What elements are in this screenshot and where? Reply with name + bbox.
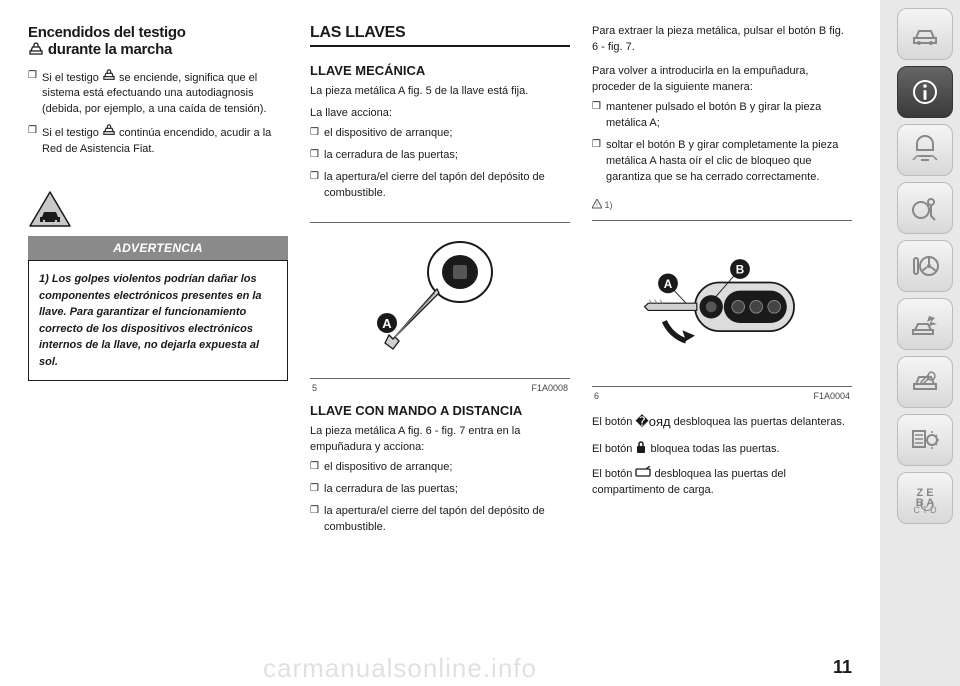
warning-text: 1) Los golpes violentos podrían dañar lo…	[39, 271, 277, 370]
column-3: Para extraer la pieza metálica, pulsar e…	[592, 24, 852, 624]
columns: Encendidos del testigo durante la marcha…	[28, 24, 852, 624]
list-item: la apertura/el cierre del tapón del depó…	[310, 504, 570, 536]
paragraph: El botón bloquea todas las puertas.	[592, 440, 852, 458]
side-tab-lights[interactable]	[897, 124, 953, 176]
section-heading: Encendidos del testigo durante la marcha	[28, 24, 288, 59]
warning-box: 1) Los golpes violentos podrían dañar lo…	[28, 260, 288, 381]
svg-text:A: A	[664, 278, 673, 291]
side-tab-service[interactable]	[897, 356, 953, 408]
manual-page: Encendidos del testigo durante la marcha…	[0, 0, 880, 686]
unlock-front-icon: �ояд	[635, 414, 670, 429]
text: El botón	[592, 468, 635, 480]
side-tab-settings[interactable]	[897, 414, 953, 466]
side-tab-info[interactable]	[897, 66, 953, 118]
bullet-list: mantener pulsado el botón B y girar la p…	[592, 100, 852, 192]
figure-code: F1A0008	[531, 383, 568, 393]
figure-code: F1A0004	[813, 391, 850, 401]
text: El botón	[592, 416, 635, 428]
paragraph: Para extraer la pieza metálica, pulsar e…	[592, 24, 852, 56]
side-tab-airbag[interactable]	[897, 182, 953, 234]
car-lock-icon	[102, 124, 116, 136]
subheading: LLAVE MECÁNICA	[310, 63, 570, 78]
figure-caption: 5 F1A0008	[310, 381, 570, 393]
bullet-list: el dispositivo de arranque; la cerradura…	[310, 126, 570, 208]
warning-header: ADVERTENCIA	[28, 236, 288, 260]
warning-small-icon: !	[592, 199, 602, 209]
figure-6: A B	[592, 220, 852, 387]
paragraph: El botón desbloquea las puertas del comp…	[592, 466, 852, 499]
footnote: ! 1)	[592, 199, 852, 210]
text: Si el testigo	[42, 72, 102, 84]
subheading: LLAVE CON MANDO A DISTANCIA	[310, 403, 570, 418]
side-tab-car[interactable]	[897, 8, 953, 60]
svg-text:C T D: C T D	[913, 505, 937, 514]
column-2: LAS LLAVES LLAVE MECÁNICA La pieza metál…	[310, 24, 570, 624]
watermark: carmanualsonline.info	[0, 653, 800, 684]
warning-triangle-icon	[28, 190, 72, 228]
list-item: el dispositivo de arranque;	[310, 126, 570, 142]
list-item: soltar el botón B y girar completamente …	[592, 138, 852, 186]
svg-text:B: B	[736, 264, 744, 277]
figure-number: 6	[594, 391, 599, 401]
chapter-heading: LAS LLAVES	[310, 24, 570, 47]
column-1: Encendidos del testigo durante la marcha…	[28, 24, 288, 624]
side-nav: Z EB AC T D	[890, 8, 960, 524]
car-lock-icon	[28, 42, 44, 56]
text: Si el testigo	[42, 127, 102, 139]
text: bloquea todas las puertas.	[647, 443, 779, 455]
bullet-list: Si el testigo se enciende, significa que…	[28, 69, 288, 165]
footnote-text: 1)	[605, 200, 613, 210]
heading-line1: Encendidos del testigo	[28, 24, 186, 41]
page-number: 11	[833, 657, 852, 678]
heading-line2: durante la marcha	[48, 41, 172, 58]
paragraph: El botón �ояд desbloquea las puertas del…	[592, 413, 852, 432]
text: desbloquea las puertas delanteras.	[671, 416, 845, 428]
list-item: la apertura/el cierre del tapón del depó…	[310, 170, 570, 202]
text: El botón	[592, 443, 635, 455]
paragraph: La pieza metálica A fig. 6 - fig. 7 entr…	[310, 424, 570, 456]
list-item: la cerradura de las puertas;	[310, 482, 570, 498]
paragraph: Para volver a introducirla en la empuñad…	[592, 64, 852, 96]
bullet-list: el dispositivo de arranque; la cerradura…	[310, 460, 570, 542]
figure-5: A	[310, 222, 570, 379]
side-tab-steering[interactable]	[897, 240, 953, 292]
figure-caption: 6 F1A0004	[592, 389, 852, 401]
figure-number: 5	[312, 383, 317, 393]
side-tab-crash[interactable]	[897, 298, 953, 350]
tailgate-icon	[635, 466, 651, 478]
svg-text:A: A	[382, 316, 392, 331]
side-tab-index[interactable]: Z EB AC T D	[897, 472, 953, 524]
remote-key-illustration: A B	[632, 235, 812, 375]
mechanical-key-illustration: A	[365, 237, 515, 367]
list-item: mantener pulsado el botón B y girar la p…	[592, 100, 852, 132]
lock-icon	[635, 440, 647, 454]
paragraph: La pieza metálica A fig. 5 de la llave e…	[310, 84, 570, 100]
list-item: Si el testigo se enciende, significa que…	[28, 69, 288, 119]
list-item: el dispositivo de arranque;	[310, 460, 570, 476]
car-lock-icon	[102, 69, 116, 81]
list-item: Si el testigo continúa encendido, acudir…	[28, 124, 288, 158]
list-item: la cerradura de las puertas;	[310, 148, 570, 164]
paragraph: La llave acciona:	[310, 106, 570, 122]
